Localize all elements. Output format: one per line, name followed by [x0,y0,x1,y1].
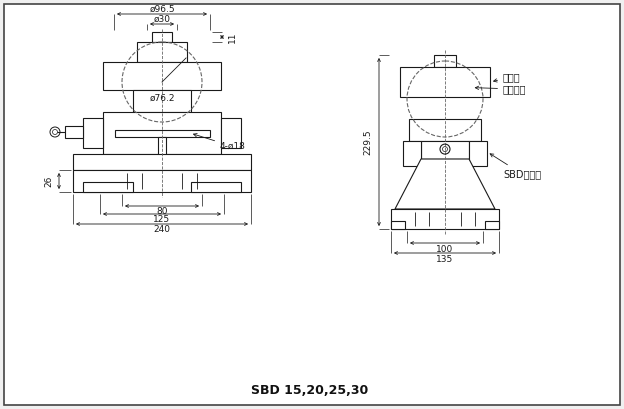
Bar [421,141,469,159]
Text: 承压头: 承压头 [494,72,520,82]
Text: 135: 135 [436,254,454,263]
Bar [221,118,241,148]
Bar [133,90,191,112]
Bar [65,126,83,138]
Text: SBD传感器: SBD传感器 [490,154,541,179]
Bar [469,141,487,166]
Text: ø76.2: ø76.2 [150,94,175,103]
Text: 240: 240 [154,225,170,234]
Bar [391,209,499,229]
Text: 4-ø18: 4-ø18 [193,133,246,151]
Bar [137,42,187,62]
Bar [403,141,421,166]
Bar [73,170,251,192]
Bar [400,67,490,97]
Text: ø96.5: ø96.5 [149,4,175,13]
Bar [103,112,221,154]
Bar [73,154,251,170]
Bar [191,182,241,192]
Bar [83,118,103,148]
Bar [434,55,456,67]
Bar [152,32,172,42]
Text: 26: 26 [44,175,54,187]
Bar [158,137,166,155]
Text: 加载钐球: 加载钐球 [475,84,527,94]
Bar [114,130,210,137]
Bar [83,182,133,192]
Polygon shape [395,159,495,209]
Bar [103,62,221,90]
Text: 80: 80 [156,207,168,216]
Text: ø30: ø30 [154,14,170,23]
Bar [409,119,481,141]
Text: 229.5: 229.5 [364,129,373,155]
Bar [391,221,405,229]
Bar [485,221,499,229]
Text: 100: 100 [436,245,454,254]
Text: 11: 11 [228,31,236,43]
Text: SBD 15,20,25,30: SBD 15,20,25,30 [251,384,369,396]
Text: 125: 125 [154,216,170,225]
